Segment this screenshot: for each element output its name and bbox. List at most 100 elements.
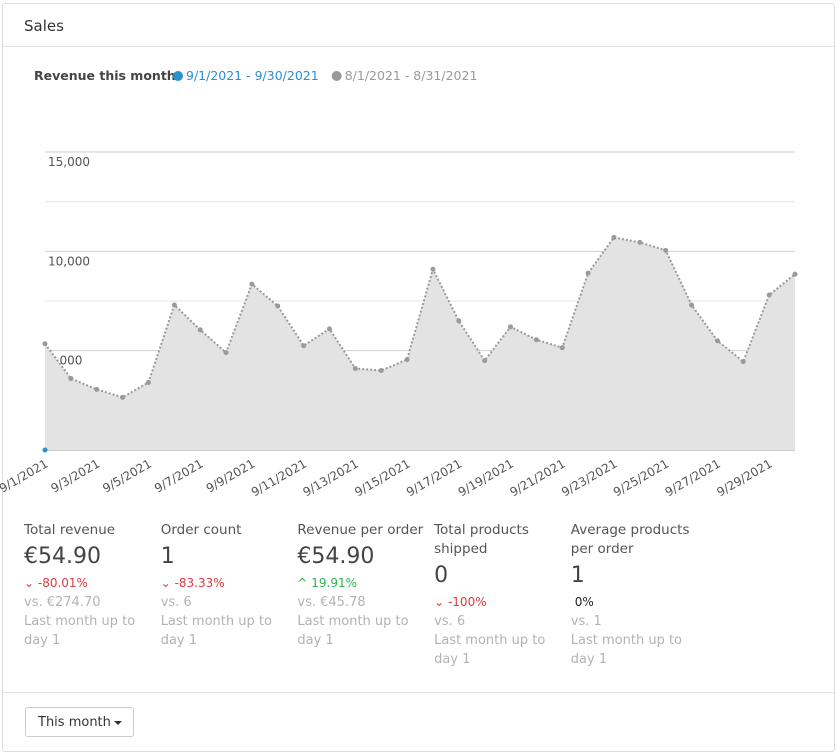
x-tick-label: 9/21/2021: [507, 456, 567, 499]
data-point: [197, 327, 203, 333]
metric-change: 0%: [571, 593, 699, 612]
metric-note-text: Last month up to day 1: [570, 633, 683, 667]
data-point: [94, 386, 100, 392]
metric: Order count 1 ⌄ -83.33% vs. 6 Last month up …: [161, 521, 289, 650]
data-point: [585, 270, 591, 276]
metric-change-text: 19.91%: [311, 576, 358, 590]
data-point: [145, 379, 151, 385]
metric-note: Last month up to day 1: [571, 631, 699, 669]
data-point: [68, 375, 74, 381]
data-point: [482, 358, 488, 364]
metric-label: Average products per order: [571, 521, 699, 559]
metric-note-text: Last month up to day 1: [160, 614, 272, 648]
data-point: [42, 447, 48, 453]
metric-change: ^ 19.91%: [297, 574, 425, 593]
metric-label-text: Average products per order: [570, 522, 690, 557]
metric-comparison: vs. 1: [571, 612, 699, 631]
metric: Total revenue €54.90 ⌄ -80.01% vs. €274.70 L…: [24, 521, 152, 650]
metric-label-text: Total products shipped: [434, 522, 529, 557]
x-tick-label: 9/23/2021: [559, 456, 619, 499]
data-point: [120, 394, 126, 400]
data-point: [171, 302, 177, 308]
metric: Revenue per order €54.90 ^ 19.91% vs. €45.7…: [297, 521, 425, 650]
metric-comparison: vs. €45.78: [297, 593, 425, 612]
metric-comparison-text: vs. €274.70: [24, 595, 101, 610]
y-tick-label: 15,000: [48, 155, 90, 169]
metric-note: Last month up to day 1: [297, 612, 425, 650]
data-point: [508, 324, 514, 330]
metric-change-text: -80.01%: [37, 576, 88, 590]
data-point: [404, 357, 410, 363]
data-point: [792, 271, 798, 277]
metric-value: 1: [161, 540, 289, 574]
metric-change-text: -83.33%: [174, 576, 225, 590]
x-tick-label: 9/15/2021: [352, 456, 412, 499]
legend-title: Revenue this month: [34, 68, 176, 83]
metric-comparison: vs. €274.70: [24, 593, 152, 612]
x-tick-label: 9/3/2021: [49, 456, 103, 495]
metric-value: 1: [571, 559, 699, 593]
data-point: [326, 326, 332, 332]
metric-label-text: Revenue per order: [297, 522, 424, 538]
data-point: [42, 341, 48, 347]
data-point: [378, 368, 384, 374]
legend-swatch: [173, 71, 183, 81]
trend-icon: ⌄: [24, 576, 38, 590]
data-point: [301, 343, 307, 349]
y-tick-label: 10,000: [48, 254, 90, 268]
data-point: [766, 292, 772, 298]
legend-label: 9/1/2021 - 9/30/2021: [186, 68, 319, 83]
data-point: [689, 302, 695, 308]
data-point: [611, 234, 617, 240]
metric-note: Last month up to day 1: [24, 612, 152, 650]
x-tick-label: 9/11/2021: [249, 456, 309, 499]
x-tick-label: 9/19/2021: [456, 456, 516, 499]
data-point: [275, 303, 281, 309]
metric-label: Total products shipped: [434, 521, 562, 559]
metric-change: ⌄ -80.01%: [24, 574, 152, 593]
metric-change-text: 0%: [574, 595, 594, 609]
metric-value: €54.90: [24, 540, 152, 574]
data-point: [456, 318, 462, 324]
metric-value-text: €54.90: [297, 544, 375, 569]
metric-value: €54.90: [297, 540, 425, 574]
data-point: [352, 366, 358, 372]
x-tick-label: 9/25/2021: [611, 456, 671, 499]
metric-note-text: Last month up to day 1: [24, 614, 136, 648]
metric-label: Revenue per order: [297, 521, 425, 540]
metric-value-text: 1: [160, 544, 175, 569]
trend-icon: ⌄: [434, 595, 448, 609]
metric-change-text: -100%: [447, 595, 487, 609]
metric: Average products per order 1 0% vs. 1 Last m…: [571, 521, 699, 669]
metric-change: ⌄ -83.33%: [161, 574, 289, 593]
data-point: [223, 350, 229, 356]
card-header: Sales: [3, 4, 834, 47]
x-tick-label: 9/5/2021: [100, 456, 154, 495]
x-tick-label: 9/27/2021: [663, 456, 723, 499]
metric-label-text: Total revenue: [24, 522, 116, 538]
metric-label: Total revenue: [24, 521, 152, 540]
trend-icon: ⌄: [160, 576, 175, 590]
data-point: [430, 266, 436, 272]
metric-note-text: Last month up to day 1: [297, 614, 409, 648]
series-line: [44, 236, 796, 399]
data-point: [663, 247, 669, 253]
data-point: [740, 359, 746, 365]
data-point: [637, 239, 643, 245]
legend-label: 8/1/2021 - 8/31/2021: [345, 68, 478, 83]
period-dropdown[interactable]: This month: [25, 707, 134, 737]
metric-value-text: 1: [570, 563, 585, 588]
metric-note: Last month up to day 1: [161, 612, 289, 650]
metric-note-text: Last month up to day 1: [434, 633, 546, 667]
metric-value: 0: [434, 559, 562, 593]
metric-change: ⌄ -100%: [434, 593, 562, 612]
x-tick-label: 9/13/2021: [301, 456, 361, 499]
x-tick-label: 9/17/2021: [404, 456, 464, 499]
chart: Revenue this month 9/1/2021 - 9/30/2021 8/…: [0, 68, 798, 499]
metric-label-text: Order count: [160, 522, 242, 538]
data-point: [559, 345, 565, 351]
metric-note: Last month up to day 1: [434, 631, 562, 669]
metric-label: Order count: [161, 521, 289, 540]
card-title: Sales: [24, 17, 64, 35]
sales-card: Sales This month: [2, 3, 835, 752]
